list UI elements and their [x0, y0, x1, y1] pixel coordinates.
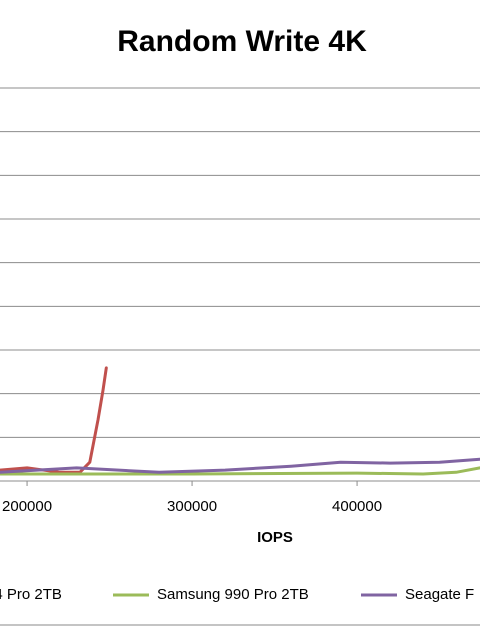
x-tick-label: 300000 [167, 498, 217, 515]
x-tick-label: 200000 [2, 498, 52, 515]
x-axis-label: IOPS [257, 529, 293, 546]
legend-label: Seagate F [405, 586, 474, 603]
chart-title: Random Write 4K [117, 25, 367, 58]
series-line [0, 366, 108, 474]
legend-label: 44 Pro 2TB [0, 586, 62, 603]
series-line [0, 457, 480, 474]
series-line [0, 466, 480, 476]
legend-label: Samsung 990 Pro 2TB [157, 586, 309, 603]
x-tick-label: 400000 [332, 498, 382, 515]
